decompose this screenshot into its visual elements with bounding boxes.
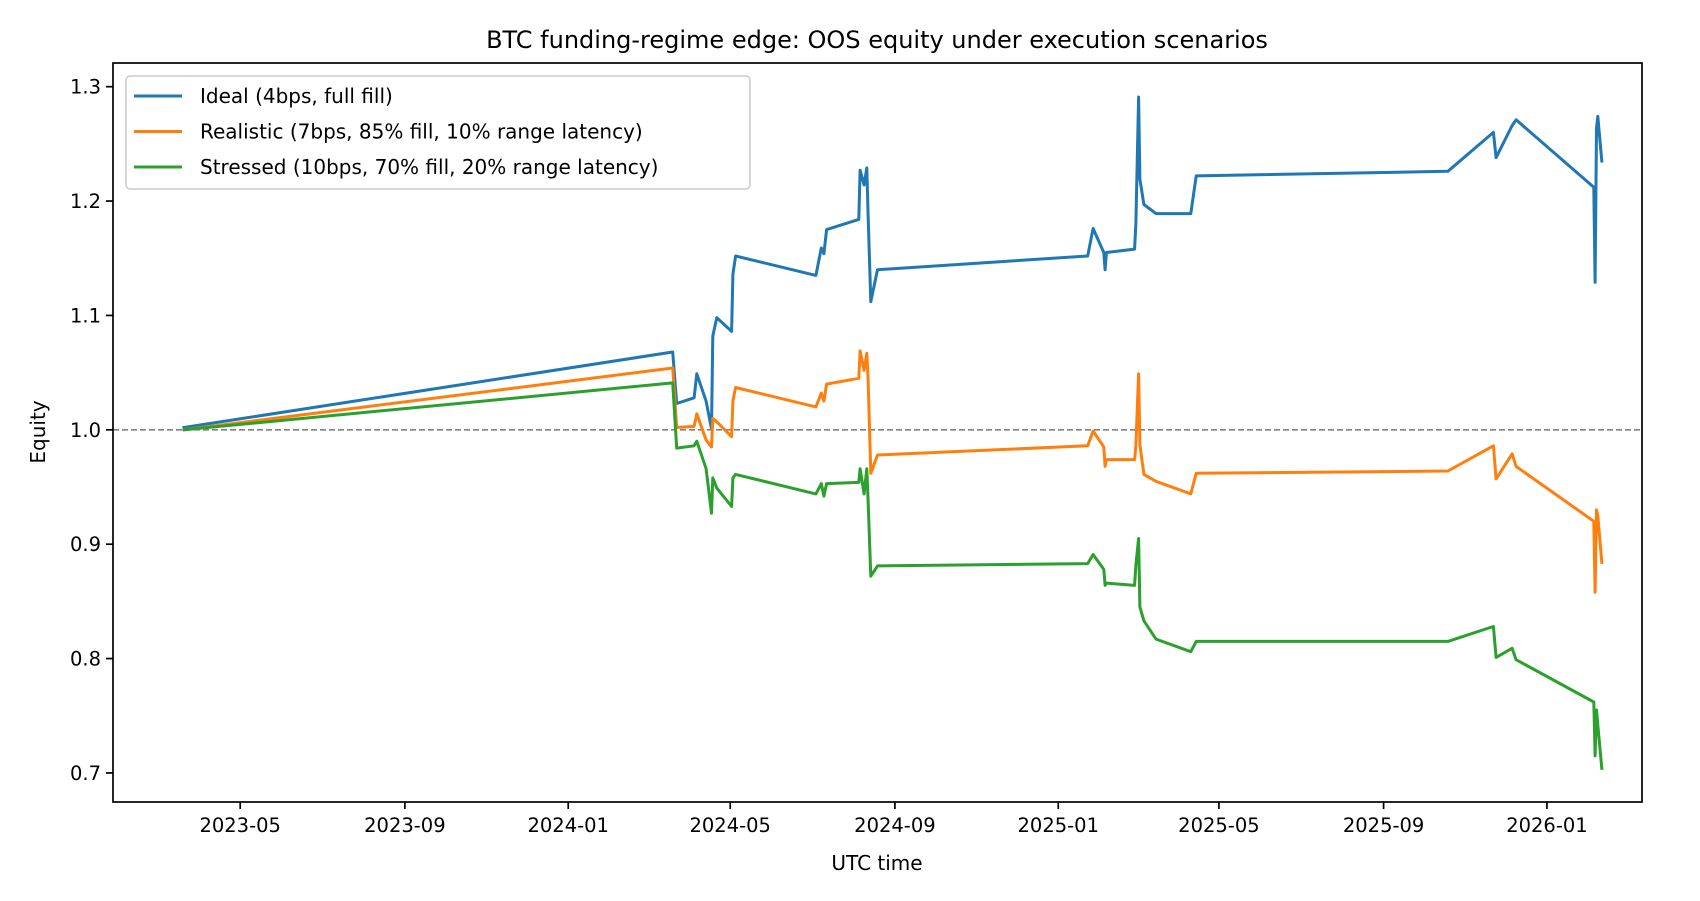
x-tick-label: 2023-09 bbox=[364, 814, 445, 837]
legend-item: Stressed (10bps, 70% fill, 20% range lat… bbox=[134, 155, 658, 179]
x-tick-label: 2024-01 bbox=[527, 814, 608, 837]
y-tick-label: 1.3 bbox=[70, 76, 101, 99]
legend-item: Realistic (7bps, 85% fill, 10% range lat… bbox=[134, 120, 643, 144]
axes-frame bbox=[112, 62, 1643, 803]
legend-label: Realistic (7bps, 85% fill, 10% range lat… bbox=[200, 120, 643, 144]
x-tick-label: 2025-05 bbox=[1178, 814, 1259, 837]
y-tick-label: 0.7 bbox=[70, 762, 101, 785]
series-line-1 bbox=[182, 349, 1604, 594]
y-tick-label: 1.1 bbox=[70, 304, 101, 327]
plot-area: 2023-05 2023-09 2024-01 2024-05 2024-09 2025-… bbox=[70, 62, 1643, 837]
series-line-2 bbox=[182, 381, 1604, 771]
legend-label: Ideal (4bps, full fill) bbox=[200, 84, 393, 108]
x-axis-label: UTC time bbox=[831, 851, 922, 875]
x-tick-label: 2024-09 bbox=[854, 814, 935, 837]
y-tick-label: 0.8 bbox=[70, 648, 101, 671]
x-tick-label: 2023-05 bbox=[199, 814, 280, 837]
y-tick-label: 0.9 bbox=[70, 533, 101, 556]
legend-item: Ideal (4bps, full fill) bbox=[134, 84, 393, 108]
chart-title: BTC funding-regime edge: OOS equity unde… bbox=[486, 26, 1268, 54]
y-axis-label: Equity bbox=[26, 400, 50, 463]
x-tick-label: 2026-01 bbox=[1506, 814, 1587, 837]
legend: Ideal (4bps, full fill) Realistic (7bps, … bbox=[125, 75, 751, 190]
x-tick-label: 2025-01 bbox=[1018, 814, 1099, 837]
series-line-0 bbox=[182, 95, 1604, 431]
y-tick-label: 1.2 bbox=[70, 190, 101, 213]
legend-box bbox=[125, 75, 751, 190]
y-tick-label: 1.0 bbox=[70, 419, 101, 442]
x-tick-label: 2025-09 bbox=[1343, 814, 1424, 837]
legend-label: Stressed (10bps, 70% fill, 20% range lat… bbox=[200, 155, 658, 179]
x-tick-label: 2024-05 bbox=[689, 814, 770, 837]
